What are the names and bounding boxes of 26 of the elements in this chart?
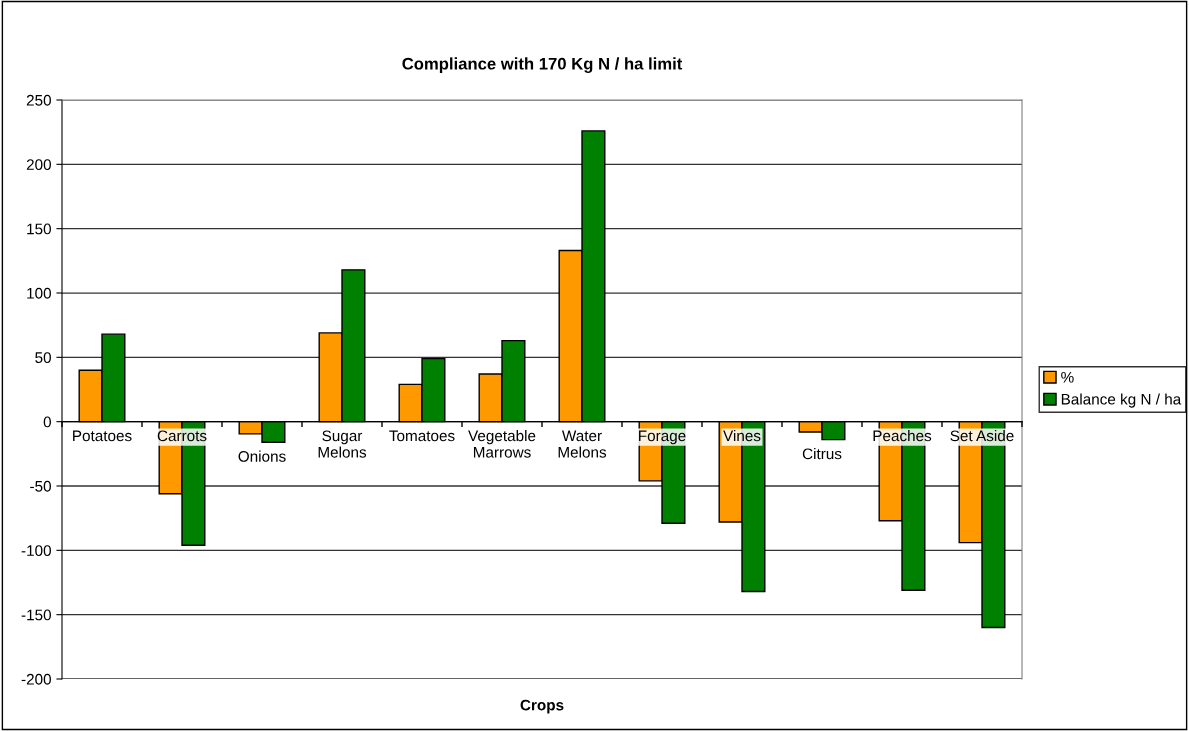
x-tick-label: Sugar Melons — [318, 430, 367, 458]
y-tick-label: -50 — [30, 480, 51, 492]
y-tick-label: 200 — [26, 159, 51, 171]
x-tick-label: Set Aside — [950, 430, 1014, 442]
x-tick-label: Vegetable Marrows — [468, 430, 536, 458]
y-tick-label: 150 — [27, 223, 51, 235]
y-tick-label: -150 — [21, 609, 51, 621]
legend-label: % — [1061, 371, 1074, 383]
y-tick-label: 250 — [26, 94, 51, 106]
x-tick-label: Peaches — [873, 430, 932, 442]
x-tick-label: Vines — [723, 430, 761, 442]
y-tick-label: -200 — [21, 673, 51, 685]
x-tick-label: Forage — [639, 430, 686, 445]
x-axis-title: Crops — [520, 699, 564, 714]
x-tick-label: Tomatoes — [389, 430, 455, 442]
x-tick-label: Carrots — [157, 430, 207, 442]
x-tick-label: Potatoes — [73, 430, 132, 442]
y-tick-label: 50 — [35, 352, 51, 364]
x-tick-label: Citrus — [802, 448, 842, 460]
chart-title: Compliance with 170 Kg N / ha limit — [402, 57, 683, 73]
x-tick-label: Water Melons — [558, 430, 607, 458]
legend-label: Balance kg N / ha — [1061, 393, 1182, 408]
x-tick-label: Onions — [238, 450, 286, 462]
y-tick-label: 0 — [43, 416, 51, 428]
y-tick-label: -100 — [21, 545, 51, 557]
y-tick-label: 100 — [27, 287, 51, 299]
